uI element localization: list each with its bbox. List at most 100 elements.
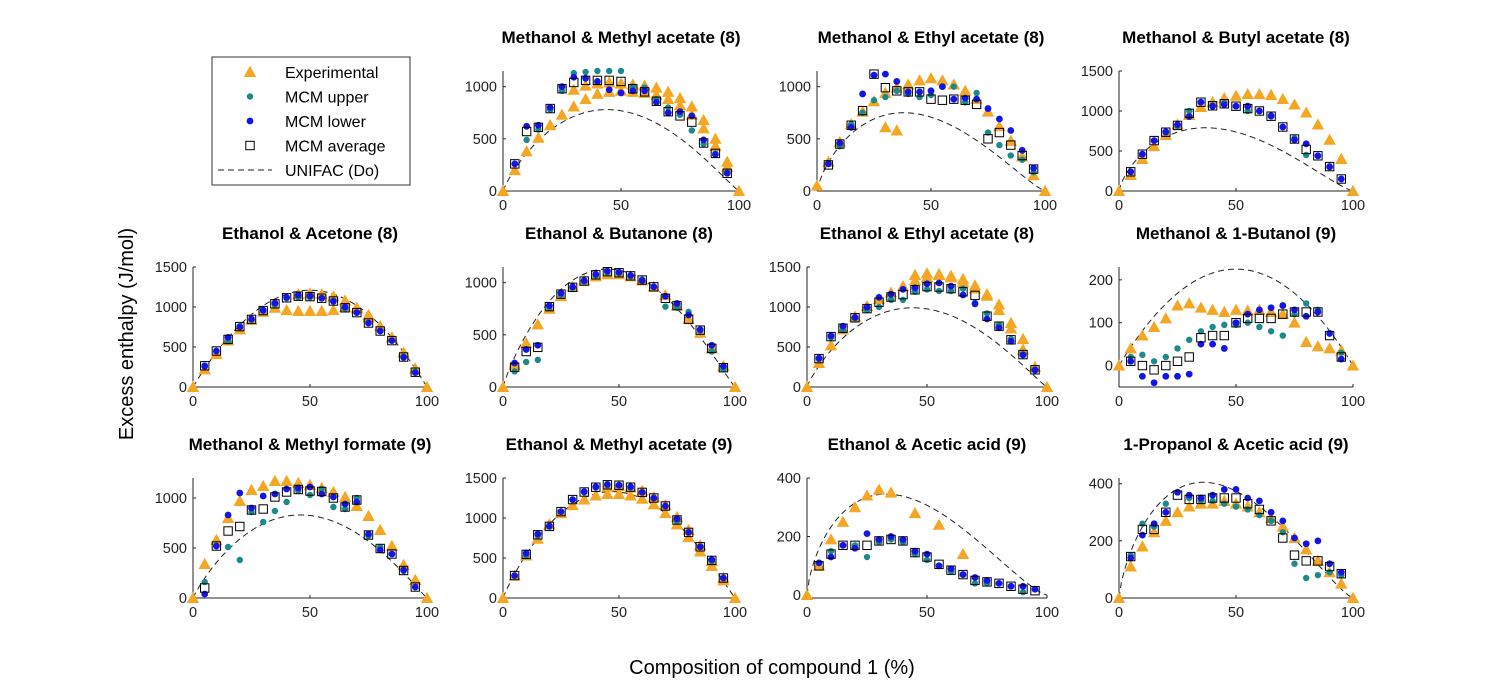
marker-mcm-average	[281, 293, 292, 303]
marker-mcm-lower	[893, 78, 901, 85]
y-tick-label: 1000	[779, 80, 811, 96]
x-tick-label: 50	[613, 198, 629, 214]
marker-mcm-average	[910, 547, 920, 558]
marker-mcm-average	[1289, 307, 1300, 317]
marker-mcm-lower	[615, 481, 623, 489]
marker-mcm-upper	[1221, 500, 1228, 507]
marker-mcm-lower	[365, 319, 372, 327]
marker-mcm-lower	[959, 571, 967, 578]
marker-mcm-lower	[546, 522, 553, 530]
marker-mcm-lower	[1031, 366, 1039, 374]
y-tick-label: 1000	[155, 491, 187, 507]
marker-experimental	[1124, 560, 1137, 572]
subplot-title: Methanol & Methyl formate (9)	[189, 435, 432, 454]
marker-mcm-lower	[1197, 98, 1205, 106]
x-tick-label: 100	[723, 394, 747, 410]
marker-mcm-lower	[708, 341, 716, 349]
marker-mcm-average	[1336, 569, 1346, 579]
marker-mcm-average	[270, 299, 280, 309]
marker-experimental	[1346, 591, 1360, 603]
marker-experimental	[810, 179, 824, 191]
legend-label: Experimental	[285, 65, 378, 82]
marker-experimental	[420, 380, 434, 392]
marker-experimental	[1147, 526, 1161, 538]
marker-mcm-average	[591, 270, 601, 280]
subplot-title: Ethanol & Acetone (8)	[222, 224, 398, 243]
marker-mcm-lower	[627, 483, 634, 491]
marker-mcm-average	[579, 276, 589, 286]
marker-experimental	[1253, 88, 1266, 100]
marker-mcm-lower	[638, 489, 646, 496]
marker-mcm-lower	[605, 86, 613, 94]
marker-mcm-average	[352, 307, 362, 318]
marker-mcm-lower	[259, 492, 267, 500]
marker-mcm-average	[398, 565, 409, 576]
marker-experimental	[566, 499, 579, 511]
marker-mcm-average	[826, 331, 836, 342]
marker-mcm-average	[602, 266, 613, 277]
marker-mcm-average	[663, 106, 673, 117]
unifac-curve	[806, 307, 1048, 388]
marker-mcm-lower	[984, 105, 992, 112]
marker-experimental	[1323, 133, 1336, 145]
marker-mcm-average	[1278, 122, 1288, 132]
x-tick-label: 100	[415, 605, 439, 621]
marker-mcm-average	[722, 168, 732, 178]
marker-experimental	[245, 483, 258, 495]
y-tick-label: 500	[777, 340, 801, 356]
marker-experimental	[659, 507, 672, 519]
marker-experimental	[1004, 316, 1018, 328]
marker-experimental	[728, 591, 742, 603]
marker-mcm-lower	[580, 488, 588, 495]
x-tick-label: 50	[919, 394, 935, 410]
marker-experimental	[420, 591, 434, 603]
marker-mcm-upper	[1209, 323, 1216, 331]
marker-mcm-average	[387, 549, 397, 559]
marker-mcm-average	[521, 549, 531, 560]
marker-mcm-average	[602, 480, 613, 490]
unifac-curve	[816, 112, 1046, 192]
marker-mcm-lower	[700, 136, 707, 144]
marker-mcm-lower	[592, 270, 600, 278]
marker-mcm-average	[604, 75, 614, 86]
subplot-title: Ethanol & Butanone (8)	[525, 224, 713, 243]
marker-experimental	[685, 100, 698, 112]
marker-mcm-average	[211, 541, 222, 551]
marker-mcm-upper	[606, 67, 613, 75]
plot-area	[496, 67, 746, 196]
marker-mcm-upper	[1256, 511, 1263, 519]
marker-experimental	[908, 506, 922, 519]
x-tick-label: 100	[415, 394, 439, 410]
marker-mcm-average	[1172, 356, 1183, 366]
marker-mcm-average	[1196, 97, 1206, 107]
marker-mcm-lower	[971, 574, 979, 581]
marker-mcm-average	[1219, 330, 1229, 341]
marker-mcm-lower	[1244, 494, 1252, 502]
marker-mcm-average	[509, 570, 520, 581]
marker-mcm-lower	[236, 489, 244, 497]
marker-experimental	[198, 557, 211, 569]
marker-mcm-upper	[1139, 351, 1146, 359]
marker-mcm-average	[1184, 108, 1194, 119]
marker-mcm-lower	[696, 326, 704, 334]
marker-experimental	[186, 591, 200, 603]
y-tick-label: 500	[473, 132, 497, 148]
marker-mcm-average	[616, 76, 626, 87]
y-tick-label: 1500	[1081, 64, 1113, 80]
marker-experimental	[1112, 591, 1126, 603]
marker-mcm-average	[1254, 313, 1265, 324]
marker-mcm-average	[398, 352, 409, 362]
marker-mcm-average	[1313, 151, 1323, 161]
y-tick-label: 500	[163, 340, 187, 356]
marker-mcm-average	[1313, 307, 1323, 317]
marker-mcm-average	[556, 506, 566, 517]
marker-mcm-lower	[1267, 304, 1275, 312]
marker-mcm-average	[994, 127, 1005, 138]
y-tick-label: 1000	[465, 511, 497, 527]
marker-mcm-average	[898, 289, 908, 300]
marker-mcm-average	[1006, 581, 1016, 591]
marker-mcm-average	[698, 138, 709, 148]
marker-mcm-average	[874, 536, 884, 546]
